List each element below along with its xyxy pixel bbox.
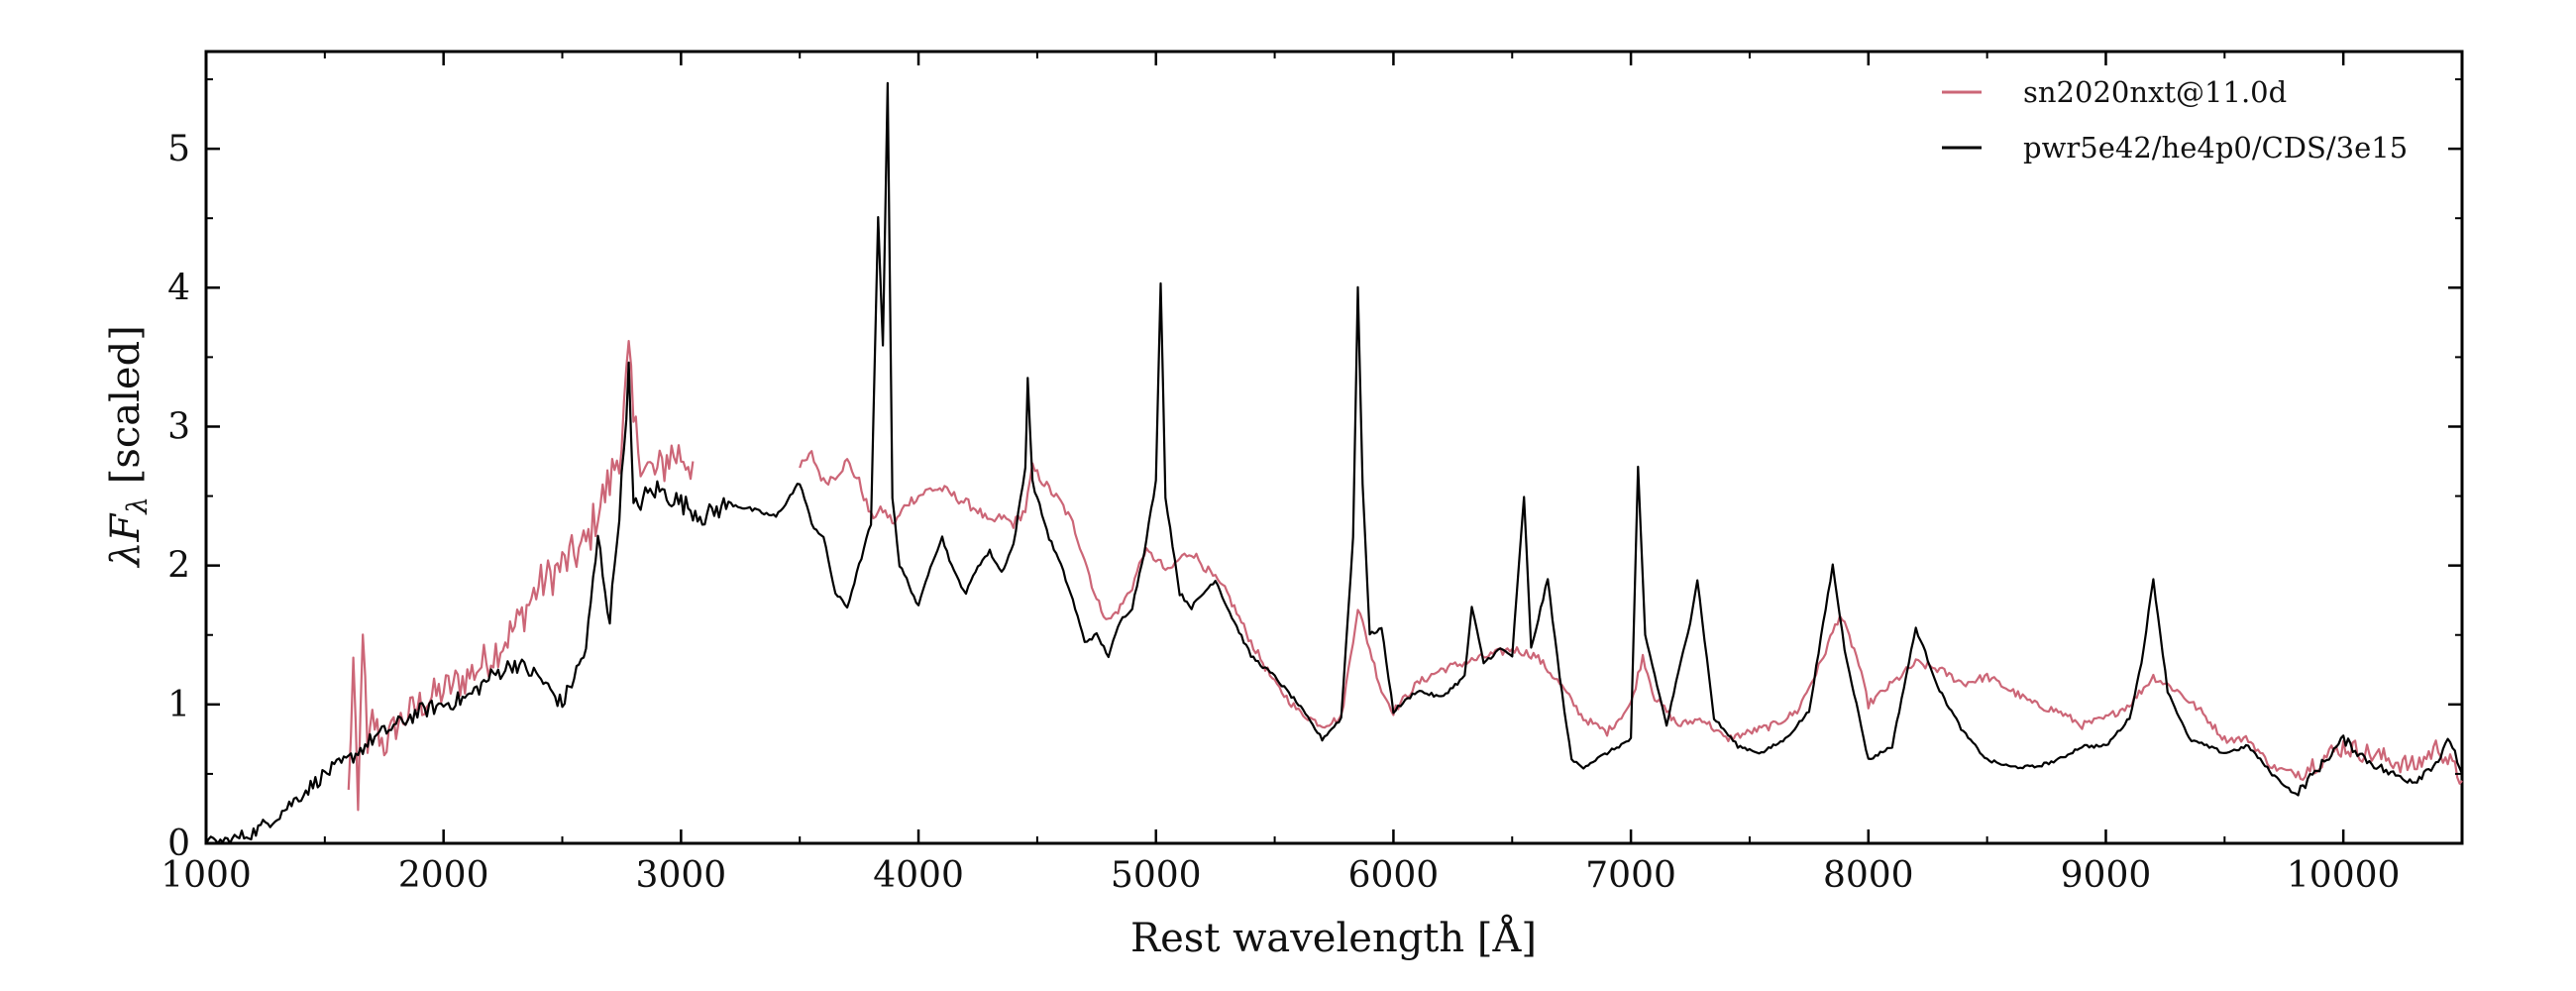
y-axis-label-main: λF xyxy=(103,512,149,568)
y-tick-label: 3 xyxy=(167,406,190,447)
x-tick-label: 4000 xyxy=(873,855,964,896)
x-tick-label: 7000 xyxy=(1585,855,1676,896)
series-layer xyxy=(205,81,2464,845)
x-tick-label: 6000 xyxy=(1348,855,1440,896)
plot-frame xyxy=(204,50,2464,845)
x-tick-label: 2000 xyxy=(398,855,489,896)
legend-label-model: pwr5e42/he4p0/CDS/3e15 xyxy=(2023,131,2408,165)
y-axis-label-sub: λ xyxy=(121,496,154,515)
x-tick-label: 10000 xyxy=(2287,855,2401,896)
y-tick-label: 1 xyxy=(167,685,190,725)
y-axis-label-rest: [scaled] xyxy=(103,325,149,496)
y-tick-label: 5 xyxy=(167,129,190,169)
legend: sn2020nxt@11.0d pwr5e42/he4p0/CDS/3e15 xyxy=(1942,75,2408,165)
series-line-model xyxy=(205,81,2464,845)
x-tick-label: 5000 xyxy=(1111,855,1202,896)
x-tick-label: 8000 xyxy=(1823,855,1914,896)
y-tick-label: 2 xyxy=(167,546,190,587)
x-tick-label: 3000 xyxy=(636,855,727,896)
x-tick-label: 1000 xyxy=(161,855,252,896)
ticks-layer: 1000 2000 3000 4000 5000 6000 7000 8000 9000 1000… xyxy=(161,52,2462,896)
x-axis-label: Rest wavelength [Å] xyxy=(1130,915,1537,961)
x-tick-label: 9000 xyxy=(2061,855,2152,896)
y-tick-label: 4 xyxy=(167,268,190,308)
series-line-sn2020nxt xyxy=(347,340,2463,812)
y-axis-label: λFλ [scaled] xyxy=(103,325,154,569)
y-tick-label: 0 xyxy=(167,824,190,864)
legend-label-sn2020nxt: sn2020nxt@11.0d xyxy=(2023,75,2287,109)
